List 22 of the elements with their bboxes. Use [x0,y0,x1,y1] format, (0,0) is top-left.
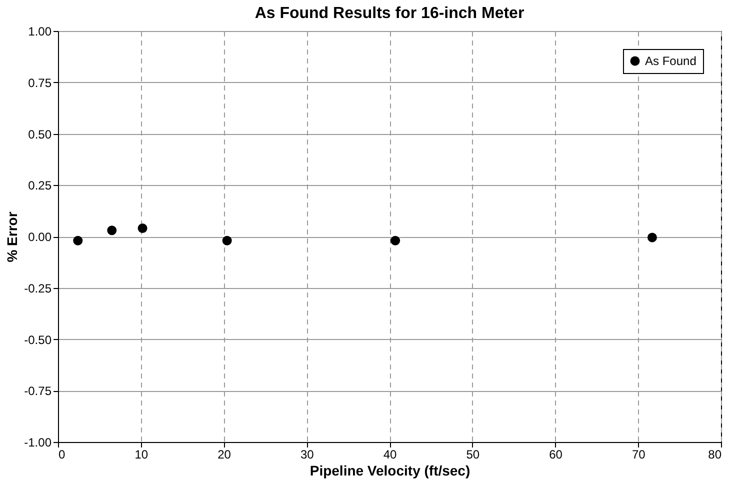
chart-title: As Found Results for 16-inch Meter [254,5,524,22]
x-tick-label: 80 [708,448,722,462]
x-tick-label: 50 [466,448,480,462]
y-tick-label: 0.75 [28,76,52,90]
y-axis-title: % Error [4,211,20,262]
y-tick-label: 0.25 [28,178,52,193]
x-axis-title: Pipeline Velocity (ft/sec) [310,462,470,478]
x-tick-label: 10 [134,448,148,462]
y-tick-label: -1.00 [24,436,52,450]
y-tick-label: -0.75 [24,384,52,398]
legend-label: As Found [645,54,696,68]
x-tick-label: 0 [58,448,66,462]
x-tick-label: 60 [549,448,563,462]
x-tick-label: 70 [632,448,646,462]
y-tick-label: -0.50 [24,332,52,347]
y-tick-label: -0.25 [24,281,52,296]
x-tick-label: 20 [218,448,232,462]
y-tick-label: 0.50 [28,127,52,142]
x-tick-label: 40 [383,448,397,462]
x-tick-label: 30 [300,448,314,462]
y-tick-label: 1.00 [28,24,52,38]
y-tick-label: 0.00 [28,230,52,244]
